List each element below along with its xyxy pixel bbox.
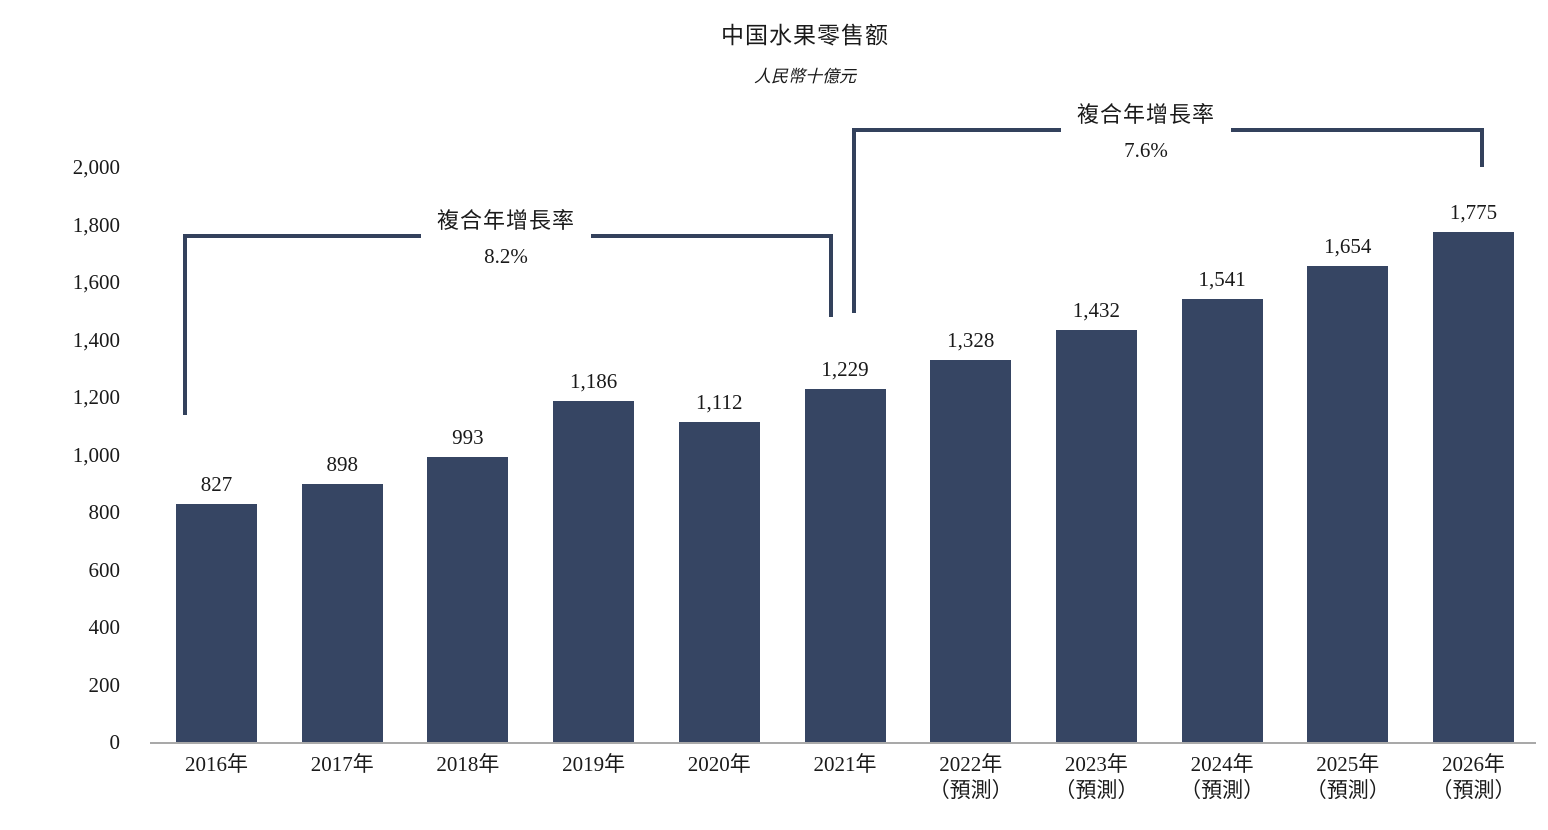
bar	[301, 483, 383, 742]
x-axis-label-year: 2020年	[687, 752, 751, 776]
x-axis-label-forecast-note: （預測）	[1180, 778, 1265, 802]
bar	[427, 456, 509, 742]
x-axis-label: 2026年 （預測）	[1409, 751, 1539, 803]
x-axis-line	[150, 742, 1536, 744]
y-axis-tick-label: 1,200	[72, 385, 120, 409]
cagr-bracket-right-leg	[829, 234, 833, 317]
bar	[176, 504, 257, 742]
bar-value-label: 1,112	[696, 390, 743, 415]
bar	[553, 401, 635, 742]
y-axis-tick-label: 600	[88, 557, 121, 582]
bar	[1055, 330, 1137, 742]
bar	[930, 360, 1012, 742]
bar-value-label: 993	[452, 424, 484, 449]
y-axis-tick-label: 2,000	[72, 155, 120, 179]
x-axis-label: 2021年	[780, 751, 910, 777]
bar-value-label: 1,186	[569, 369, 618, 394]
x-axis-label: 2018年	[403, 751, 533, 777]
bar-value-label: 1,775	[1449, 199, 1498, 224]
bar	[678, 422, 760, 742]
y-axis-tick-label: 1,600	[72, 270, 120, 294]
x-axis-label-year: 2024年	[1190, 752, 1254, 776]
bar-value-label: 1,328	[947, 328, 995, 353]
bar-value-label: 898	[326, 451, 358, 476]
cagr-label: 複合年增長率	[1076, 102, 1216, 127]
x-axis-label-year: 2025年	[1316, 752, 1380, 776]
cagr-value: 7.6%	[1124, 138, 1168, 162]
y-axis-tick-label: 1,000	[72, 442, 120, 467]
x-axis-label-year: 2019年	[562, 752, 626, 776]
x-axis-label-forecast-note: （預測）	[1305, 778, 1390, 802]
x-axis-label-forecast-note: （預測）	[928, 778, 1013, 802]
y-axis-tick-label: 0	[109, 730, 121, 754]
y-axis-tick-label: 800	[88, 500, 121, 524]
x-axis-label: 2023年 （預測）	[1031, 751, 1161, 803]
x-axis-label-year: 2016年	[185, 752, 248, 776]
cagr-bracket-right-leg	[1480, 128, 1484, 167]
x-axis-label-year: 2026年	[1442, 752, 1505, 776]
x-axis-label: 2017年	[277, 751, 407, 777]
x-axis-label: 2022年 （預測）	[906, 751, 1036, 803]
y-axis-tick-label: 1,800	[72, 212, 120, 237]
cagr-bracket-left-leg	[183, 234, 187, 415]
x-axis-label: 2024年 （預測）	[1157, 751, 1287, 803]
y-axis-tick-label: 200	[88, 672, 121, 697]
x-axis-label-forecast-note: （預測）	[1431, 778, 1516, 802]
y-axis-tick-label: 1,400	[72, 327, 120, 352]
x-axis-label: 2025年 （預測）	[1283, 751, 1413, 803]
bar	[804, 388, 886, 742]
x-axis-label-year: 2022年	[939, 752, 1003, 776]
bar	[1433, 231, 1514, 742]
cagr-label: 複合年增長率	[436, 208, 576, 233]
bar-value-label: 1,654	[1324, 234, 1372, 259]
bar-value-label: 1,432	[1072, 298, 1121, 323]
cagr-annotation: 複合年增長率 7.6%	[1060, 96, 1232, 172]
x-axis-label-year: 2017年	[310, 752, 374, 776]
x-axis-label-forecast-note: （預測）	[1054, 778, 1139, 802]
cagr-bracket-left-leg	[852, 128, 856, 313]
chart-title: 中国水果零售额	[721, 23, 889, 48]
cagr-value: 8.2%	[484, 244, 528, 268]
bar	[1181, 298, 1263, 742]
x-axis-label: 2020年	[654, 751, 784, 777]
bar-value-label: 827	[200, 472, 233, 497]
x-axis-label-year: 2018年	[436, 752, 500, 776]
x-axis-label: 2019年	[529, 751, 659, 777]
cagr-annotation: 複合年增長率 8.2%	[420, 202, 592, 278]
bar	[1307, 266, 1389, 742]
x-axis-label: 2016年	[152, 751, 282, 777]
bar-value-label: 1,229	[821, 356, 869, 381]
x-axis-label-year: 2023年	[1064, 752, 1128, 776]
x-axis-label-year: 2021年	[813, 752, 877, 776]
bar-value-label: 1,541	[1198, 266, 1246, 291]
y-axis-tick-label: 400	[88, 615, 121, 639]
chart-unit-label: 人民幣十億元	[754, 67, 856, 86]
